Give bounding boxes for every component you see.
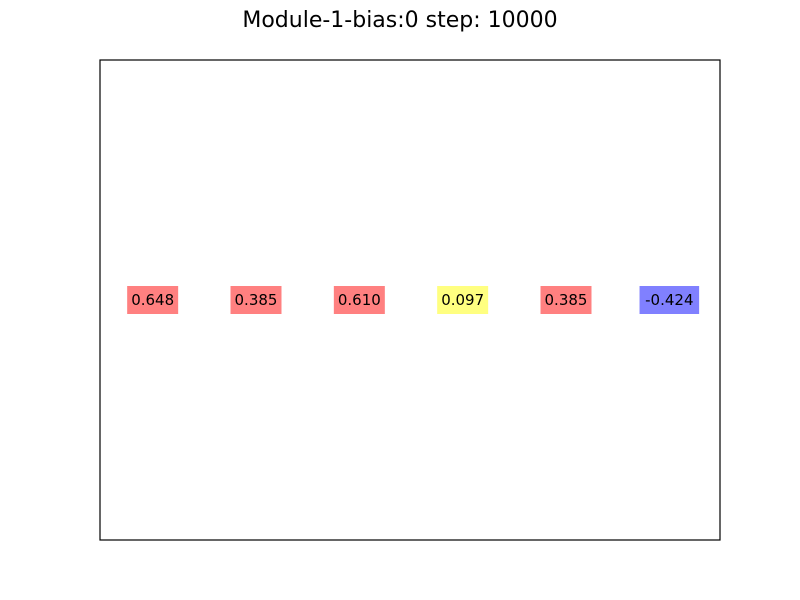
cell-label: 0.648 <box>131 291 174 309</box>
cell-label: 0.610 <box>338 291 381 309</box>
cell-box <box>333 286 385 314</box>
cell-box <box>639 286 700 314</box>
cell-label: 0.385 <box>235 291 278 309</box>
plot-frame <box>99 59 721 541</box>
cell-box <box>437 286 489 314</box>
cell-label: -0.424 <box>645 291 693 309</box>
cell-box <box>127 286 179 314</box>
cells-group: 0.648 0.385 0.610 0.097 0.385 -0.424 <box>127 286 700 314</box>
chart-title: Module-1-bias:0 step: 10000 <box>242 8 558 33</box>
cell-label: 0.097 <box>441 291 484 309</box>
cell-label: 0.385 <box>545 291 588 309</box>
cell-box <box>540 286 592 314</box>
cell-box <box>230 286 282 314</box>
